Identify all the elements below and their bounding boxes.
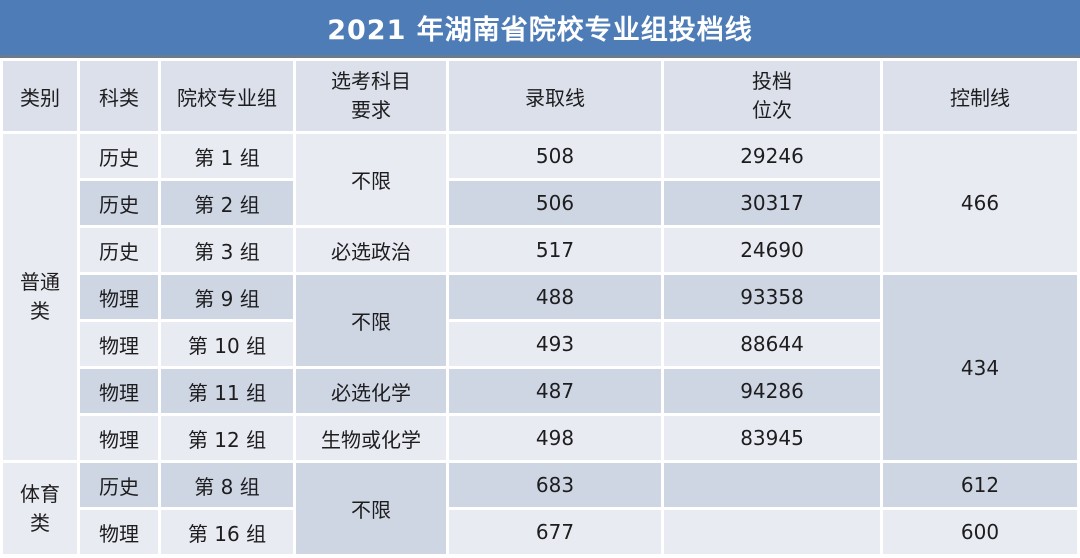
category-cell-sports: 体育 类 bbox=[3, 463, 77, 554]
elective-cell: 不限 bbox=[296, 463, 446, 554]
group-cell: 第 16 组 bbox=[161, 510, 293, 554]
table-row: 历史 第 2 组 506 30317 bbox=[3, 181, 1077, 225]
category-cell-general: 普通 类 bbox=[3, 134, 77, 460]
header-elective-line2: 要求 bbox=[351, 98, 391, 122]
subject-cell: 历史 bbox=[80, 134, 158, 178]
admission-cell: 517 bbox=[449, 228, 661, 272]
category-label-line2: 类 bbox=[30, 299, 50, 323]
header-elective-line1: 选考科目 bbox=[331, 69, 411, 93]
control-cell: 612 bbox=[883, 463, 1077, 507]
header-rank-line2: 位次 bbox=[752, 98, 792, 122]
rank-cell: 88644 bbox=[664, 322, 880, 366]
subject-cell: 物理 bbox=[80, 510, 158, 554]
table-row: 体育 类 历史 第 8 组 不限 683 612 bbox=[3, 463, 1077, 554]
admission-cell: 683 bbox=[449, 463, 661, 507]
group-cell: 第 10 组 bbox=[161, 322, 293, 366]
table-row: 物理 第 11 组 必选化学 487 94286 bbox=[3, 369, 1077, 413]
group-cell: 第 12 组 bbox=[161, 416, 293, 460]
group-cell: 第 3 组 bbox=[161, 228, 293, 272]
table-row: 历史 第 3 组 必选政治 517 24690 bbox=[3, 228, 1077, 272]
category-label-line2: 类 bbox=[30, 510, 50, 535]
admission-cell: 677 bbox=[449, 510, 661, 554]
header-filing-rank: 投档 位次 bbox=[664, 61, 880, 131]
rank-cell: 94286 bbox=[664, 369, 880, 413]
elective-cell: 必选化学 bbox=[296, 369, 446, 413]
header-elective: 选考科目 要求 bbox=[296, 61, 446, 131]
elective-cell: 不限 bbox=[296, 134, 446, 225]
rank-cell: 29246 bbox=[664, 134, 880, 178]
header-row: 类别 科类 院校专业组 选考科目 要求 录取线 投档 位次 控制线 bbox=[3, 61, 1077, 131]
elective-cell: 不限 bbox=[296, 275, 446, 366]
header-rank-line1: 投档 bbox=[752, 69, 792, 93]
category-label-line1: 普通 bbox=[20, 270, 60, 294]
admission-cell: 493 bbox=[449, 322, 661, 366]
subject-cell: 物理 bbox=[80, 369, 158, 413]
control-cell: 600 bbox=[883, 510, 1077, 554]
table-row: 物理 第 12 组 生物或化学 498 83945 bbox=[3, 416, 1077, 460]
table-row: 物理 第 16 组 677 600 bbox=[3, 510, 1077, 554]
group-cell: 第 11 组 bbox=[161, 369, 293, 413]
table-row: 普通 类 历史 第 1 组 不限 508 29246 466 bbox=[3, 134, 1077, 460]
table-row: 物理 第 10 组 493 88644 bbox=[3, 322, 1077, 366]
subject-cell: 历史 bbox=[80, 463, 158, 507]
rank-cell bbox=[664, 510, 880, 554]
elective-cell: 生物或化学 bbox=[296, 416, 446, 460]
rank-cell: 30317 bbox=[664, 181, 880, 225]
admission-cell: 498 bbox=[449, 416, 661, 460]
elective-cell: 必选政治 bbox=[296, 228, 446, 272]
admission-cell: 488 bbox=[449, 275, 661, 319]
page-title: 2021 年湖南省院校专业组投档线 bbox=[0, 0, 1080, 58]
category-label-line1: 体育 bbox=[20, 481, 60, 506]
subject-cell: 物理 bbox=[80, 275, 158, 319]
subject-cell: 历史 bbox=[80, 228, 158, 272]
group-cell: 第 1 组 bbox=[161, 134, 293, 178]
table-row: 物理 第 9 组 不限 488 93358 434 bbox=[3, 275, 1077, 460]
control-cell: 466 bbox=[883, 134, 1077, 272]
subject-cell: 物理 bbox=[80, 322, 158, 366]
rank-cell: 83945 bbox=[664, 416, 880, 460]
header-control-line: 控制线 bbox=[883, 61, 1077, 131]
rank-cell: 24690 bbox=[664, 228, 880, 272]
admission-cell: 508 bbox=[449, 134, 661, 178]
admission-table: 类别 科类 院校专业组 选考科目 要求 录取线 投档 位次 控制线 普通 类 历… bbox=[0, 58, 1080, 557]
rank-cell: 93358 bbox=[664, 275, 880, 319]
subject-cell: 物理 bbox=[80, 416, 158, 460]
header-admission-line: 录取线 bbox=[449, 61, 661, 131]
header-subject: 科类 bbox=[80, 61, 158, 131]
admission-cell: 506 bbox=[449, 181, 661, 225]
header-group: 院校专业组 bbox=[161, 61, 293, 131]
header-category: 类别 bbox=[3, 61, 77, 131]
group-cell: 第 8 组 bbox=[161, 463, 293, 507]
control-cell: 434 bbox=[883, 275, 1077, 460]
rank-cell bbox=[664, 463, 880, 507]
subject-cell: 历史 bbox=[80, 181, 158, 225]
admission-cell: 487 bbox=[449, 369, 661, 413]
group-cell: 第 9 组 bbox=[161, 275, 293, 319]
group-cell: 第 2 组 bbox=[161, 181, 293, 225]
